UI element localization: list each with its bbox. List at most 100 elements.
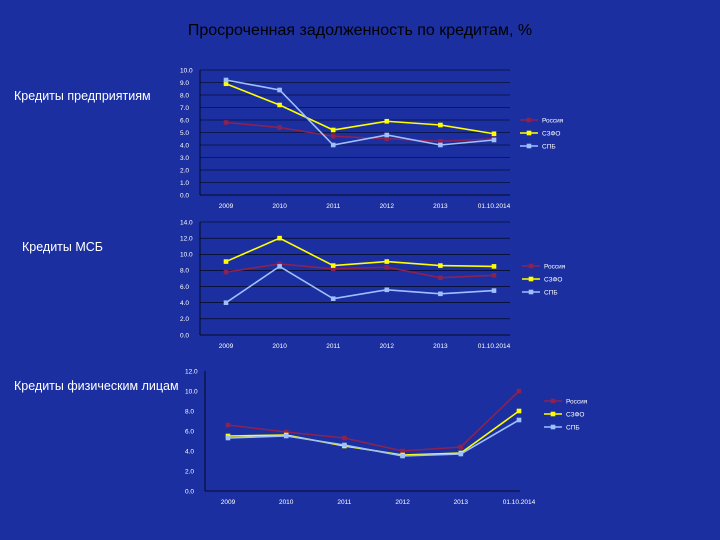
legend-label-spb: СПБ (542, 143, 556, 150)
y-tick-label: 6.0 (180, 117, 189, 124)
y-tick-label: 8.0 (180, 92, 189, 99)
series-line-russia (225, 121, 495, 143)
data-point-nwfd (438, 122, 443, 128)
data-point-russia (491, 272, 497, 278)
data-point-nwfd (491, 264, 497, 269)
y-tick-label: 12.0 (185, 368, 198, 375)
data-point-russia (223, 269, 229, 275)
legend-marker-spb (528, 289, 534, 295)
data-point-spb (330, 296, 336, 301)
x-tick-label: 2011 (326, 343, 340, 350)
legend-marker-nwfd (526, 130, 532, 136)
data-point-russia (516, 388, 522, 394)
legend-label-spb: СПБ (544, 289, 558, 296)
data-point-spb (283, 433, 289, 439)
data-point-nwfd (223, 259, 229, 264)
data-point-nwfd (330, 263, 336, 268)
legend-label-nwfd: СЗФО (566, 411, 584, 418)
series-line-nwfd (225, 83, 495, 135)
x-tick-label: 2012 (380, 343, 395, 350)
series-line-spb (225, 265, 495, 304)
legend-marker-spb (550, 424, 556, 430)
data-point-spb (277, 87, 282, 93)
data-point-spb (330, 142, 336, 148)
data-point-nwfd (277, 235, 282, 241)
data-point-nwfd (384, 118, 390, 124)
series-line-russia (227, 390, 520, 452)
data-point-nwfd (491, 131, 497, 137)
data-point-spb (384, 132, 390, 138)
series-line-spb (225, 79, 495, 146)
data-point-russia (277, 261, 282, 267)
data-point-spb (277, 264, 282, 269)
y-tick-label: 0.0 (180, 192, 189, 199)
legend-label-nwfd: СЗФО (542, 130, 560, 137)
data-point-spb (223, 77, 229, 83)
legend-label-russia: Россия (542, 117, 564, 124)
data-point-spb (223, 300, 229, 306)
y-tick-label: 6.0 (185, 428, 194, 435)
data-point-nwfd (277, 102, 282, 108)
y-tick-label: 2.0 (180, 316, 189, 323)
data-point-nwfd (516, 408, 522, 414)
data-point-russia (400, 448, 405, 454)
data-point-russia (438, 138, 443, 144)
y-tick-label: 0.0 (180, 332, 189, 339)
y-tick-label: 4.0 (180, 142, 189, 149)
y-tick-label: 12.0 (180, 235, 193, 242)
series-line-russia (225, 263, 495, 279)
data-point-spb (384, 287, 390, 293)
legend-marker-nwfd (550, 411, 556, 417)
legend-marker-nwfd (528, 276, 534, 282)
data-point-spb (400, 453, 405, 459)
x-tick-label: 2013 (433, 343, 448, 350)
legend-marker-russia (550, 398, 556, 404)
x-tick-label: 2010 (279, 499, 294, 506)
x-tick-label: 2011 (337, 499, 351, 506)
y-tick-label: 8.0 (185, 408, 194, 415)
data-point-russia (384, 136, 390, 142)
label-individual-loans: Кредиты физическим лицам (14, 379, 179, 393)
series-line-spb (227, 419, 520, 457)
x-tick-label: 01.10.2014 (503, 499, 536, 506)
x-tick-label: 2009 (219, 343, 234, 350)
label-enterprise-loans: Кредиты предприятиям (14, 89, 151, 103)
series-line-nwfd (225, 237, 495, 268)
data-point-russia (330, 266, 336, 272)
legend-marker-russia (528, 263, 534, 269)
data-point-spb (342, 442, 347, 448)
legend-label-nwfd: СЗФО (544, 276, 562, 283)
y-tick-label: 7.0 (180, 105, 189, 112)
legend-label-russia: Россия (544, 263, 566, 270)
x-tick-label: 2013 (433, 203, 448, 210)
data-point-russia (438, 275, 443, 280)
y-tick-label: 10.0 (185, 388, 198, 395)
data-point-russia (330, 133, 336, 139)
legend-label-russia: Россия (566, 398, 588, 405)
label-sme-loans: Кредиты МСБ (22, 240, 104, 254)
legend-marker-russia (526, 117, 532, 123)
x-tick-label: 2010 (272, 343, 287, 350)
x-tick-label: 01.10.2014 (478, 343, 511, 350)
data-point-spb (491, 288, 497, 293)
data-point-nwfd (330, 127, 336, 133)
y-tick-label: 10.0 (180, 252, 193, 259)
legend-label-spb: СПБ (566, 424, 580, 431)
slide-title: Просроченная задолженность по кредитам, … (187, 22, 533, 39)
x-tick-label: 2011 (326, 203, 340, 210)
y-tick-label: 2.0 (185, 468, 194, 475)
x-tick-label: 2013 (454, 499, 469, 506)
x-tick-label: 2012 (380, 203, 395, 210)
y-tick-label: 8.0 (180, 268, 189, 275)
data-point-spb (438, 142, 443, 148)
data-point-spb (516, 417, 522, 423)
data-point-russia (283, 429, 289, 435)
data-point-russia (458, 444, 464, 450)
y-tick-label: 4.0 (180, 300, 189, 307)
data-point-spb (491, 137, 497, 143)
y-tick-label: 2.0 (180, 167, 189, 174)
data-point-russia (384, 264, 390, 270)
x-tick-label: 2012 (395, 499, 410, 506)
